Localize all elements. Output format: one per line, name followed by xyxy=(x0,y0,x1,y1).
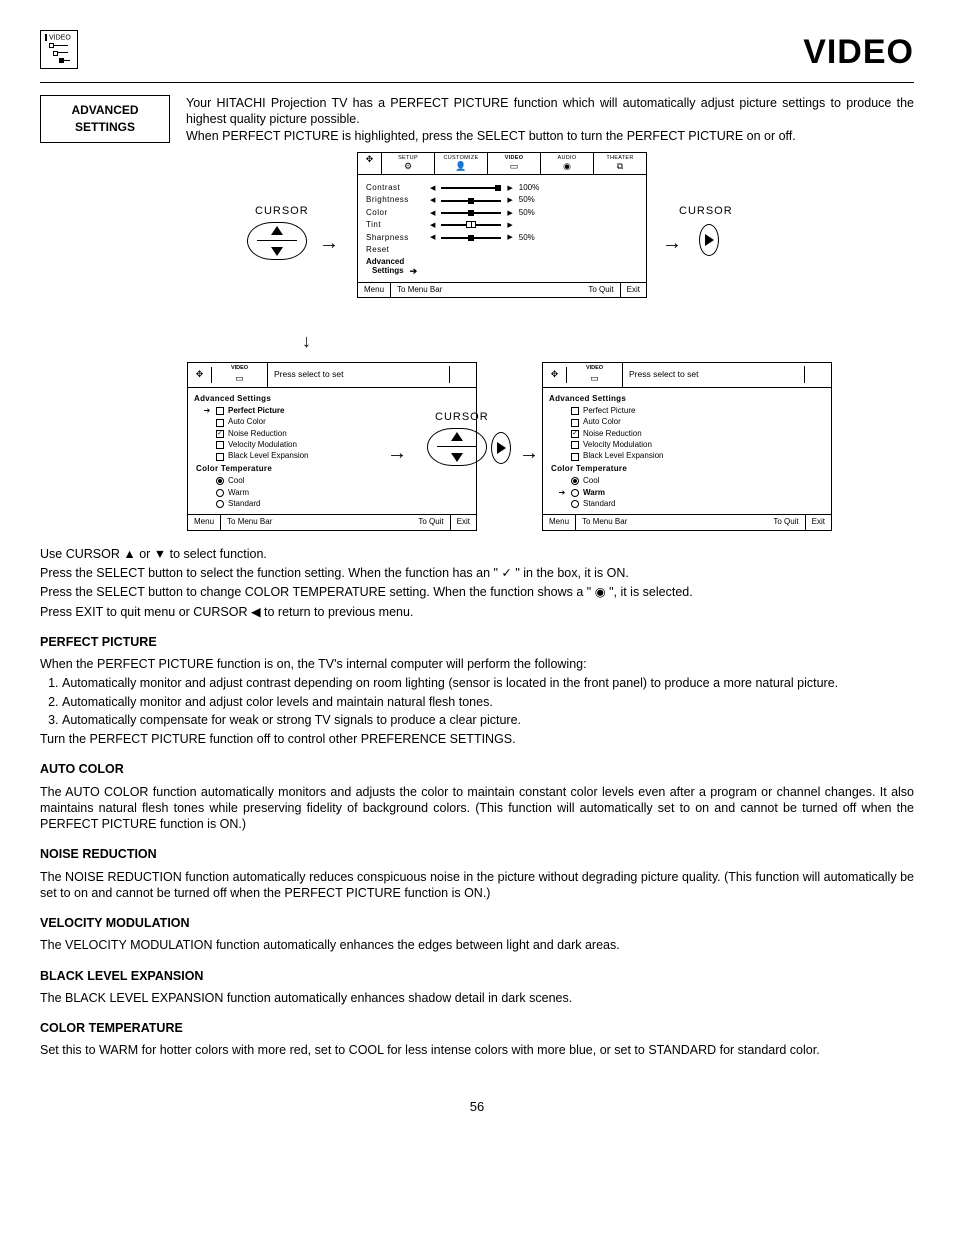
ct-standard-r: Standard xyxy=(557,499,825,509)
ct-warm-r: ➔Warm xyxy=(557,488,825,498)
section-black-level: The BLACK LEVEL EXPANSION function autom… xyxy=(40,990,914,1006)
instr-3: Press the SELECT button to change COLOR … xyxy=(40,584,914,600)
osd-tab-setup: SETUP⚙ xyxy=(382,153,435,174)
instruction-block: Use CURSOR ▲ or ▼ to select function. Pr… xyxy=(40,546,914,620)
foot-exit: Exit xyxy=(620,283,646,297)
sub-joy-l: ✥ xyxy=(188,367,212,383)
item-perfect-picture-r: Perfect Picture xyxy=(557,406,825,416)
item-perfect-picture-l: ➔Perfect Picture xyxy=(202,406,470,416)
sub-top-row-l: ✥ VIDEO▭ Press select to set xyxy=(188,363,476,388)
intro-p2: When PERFECT PICTURE is highlighted, pre… xyxy=(186,129,796,143)
osd-tab-customize: CUSTOMIZE👤 xyxy=(435,153,488,174)
slider-color: Color◀▶50% xyxy=(366,208,638,218)
arrow-down-1 xyxy=(302,330,311,353)
advanced-settings-box: ADVANCED SETTINGS xyxy=(40,95,170,143)
pp-intro: When the PERFECT PICTURE function is on,… xyxy=(40,656,914,672)
osd-area: ✥ SETUP⚙ CUSTOMIZE👤 VIDEO▭ AUDIO◉ THEATE… xyxy=(87,152,867,532)
intro-row: ADVANCED SETTINGS Your HITACHI Projectio… xyxy=(40,95,914,144)
osd-main-tabs: ✥ SETUP⚙ CUSTOMIZE👤 VIDEO▭ AUDIO◉ THEATE… xyxy=(358,153,646,175)
pp-li1: Automatically monitor and adjust contras… xyxy=(62,675,914,691)
item-velocity-r: Velocity Modulation xyxy=(557,440,825,450)
section-black-level-h: BLACK LEVEL EXPANSION xyxy=(40,968,914,984)
section-noise-reduction: The NOISE REDUCTION function automatical… xyxy=(40,869,914,902)
osd-tab-joy: ✥ xyxy=(358,153,382,174)
reset-row: Reset xyxy=(366,245,638,255)
slider-sharpness: Sharpness◀▶50% xyxy=(366,233,638,243)
cursor-label-left: CURSOR xyxy=(255,204,309,218)
ct-header-r: Color Temperature xyxy=(551,464,825,474)
cursor-btn-updown-mid[interactable] xyxy=(427,428,487,466)
cursor-label-mid: CURSOR xyxy=(435,410,489,424)
osd-main: ✥ SETUP⚙ CUSTOMIZE👤 VIDEO▭ AUDIO◉ THEATE… xyxy=(357,152,647,298)
item-noise-reduction-r: ✓Noise Reduction xyxy=(557,429,825,439)
sub-foot-r: Menu To Menu Bar To Quit Exit xyxy=(543,514,831,529)
osd-main-foot: Menu To Menu Bar To Quit Exit xyxy=(358,282,646,297)
adv-row2: Settings➔ xyxy=(366,266,638,278)
arrow-right-icon: ➔ xyxy=(410,266,418,278)
page-number: 56 xyxy=(40,1099,914,1116)
osd-main-body: Contrast◀▶100% Brightness◀▶50% Color◀▶50… xyxy=(358,175,646,281)
sub-video-tab-l: VIDEO▭ xyxy=(212,363,268,387)
slider-brightness: Brightness◀▶50% xyxy=(366,195,638,205)
sub-header-r: Advanced Settings xyxy=(549,394,825,404)
sub-header-l: Advanced Settings xyxy=(194,394,470,404)
sub-foot-l: Menu To Menu Bar To Quit Exit xyxy=(188,514,476,529)
header-row: VIDEO VIDEO xyxy=(40,30,914,74)
sub-press-r: Press select to set xyxy=(623,366,805,383)
cursor-btn-right[interactable] xyxy=(699,224,719,256)
cursor-btn-updown-left[interactable] xyxy=(247,222,307,260)
osd-tab-theater: THEATER⧉ xyxy=(594,153,646,174)
page-title: VIDEO xyxy=(803,30,914,74)
adv-box-line2: SETTINGS xyxy=(75,120,135,134)
section-noise-reduction-h: NOISE REDUCTION xyxy=(40,846,914,862)
pp-li2: Automatically monitor and adjust color l… xyxy=(62,694,914,710)
video-icon-label: VIDEO xyxy=(49,34,71,41)
item-auto-color-l: Auto Color xyxy=(202,417,470,427)
arrow-right-3 xyxy=(387,440,407,466)
foot-menu: Menu xyxy=(358,283,390,297)
osd-sub-right: ✥ VIDEO▭ Press select to set Advanced Se… xyxy=(542,362,832,531)
sub-video-tab-r: VIDEO▭ xyxy=(567,363,623,387)
section-auto-color-h: AUTO COLOR xyxy=(40,761,914,777)
pp-li3: Automatically compensate for weak or str… xyxy=(62,712,914,728)
page-rule xyxy=(40,82,914,83)
pp-out: Turn the PERFECT PICTURE function off to… xyxy=(40,731,914,747)
section-color-temperature-h: COLOR TEMPERATURE xyxy=(40,1020,914,1036)
section-perfect-picture-h: PERFECT PICTURE xyxy=(40,634,914,650)
sub-press-l: Press select to set xyxy=(268,366,450,383)
item-black-level-r: Black Level Expansion xyxy=(557,451,825,461)
foot-quit: To Quit xyxy=(582,283,619,297)
osd-tab-video: VIDEO▭ xyxy=(488,153,541,174)
video-icon-box: VIDEO xyxy=(40,30,78,69)
section-color-temperature: Set this to WARM for hotter colors with … xyxy=(40,1042,914,1058)
instr-2: Press the SELECT button to select the fu… xyxy=(40,565,914,581)
intro-p1: Your HITACHI Projection TV has a PERFECT… xyxy=(186,96,914,126)
arrow-right-2 xyxy=(662,230,682,256)
slider-contrast: Contrast◀▶100% xyxy=(366,183,638,193)
slider-tint: Tint◀▶ xyxy=(366,220,638,230)
instr-1: Use CURSOR ▲ or ▼ to select function. xyxy=(40,546,914,562)
section-velocity-modulation: The VELOCITY MODULATION function automat… xyxy=(40,937,914,953)
ct-cool-l: Cool xyxy=(202,476,470,486)
osd-tab-audio: AUDIO◉ xyxy=(541,153,594,174)
arrow-right-1 xyxy=(319,230,339,256)
adv-box-line1: ADVANCED xyxy=(71,103,138,117)
section-velocity-modulation-h: VELOCITY MODULATION xyxy=(40,915,914,931)
arrow-right-4 xyxy=(519,440,539,466)
instr-4: Press EXIT to quit menu or CURSOR ◀ to r… xyxy=(40,604,914,620)
section-auto-color: The AUTO COLOR function automatically mo… xyxy=(40,784,914,833)
section-perfect-picture: When the PERFECT PICTURE function is on,… xyxy=(40,656,914,747)
ct-cool-r: Cool xyxy=(557,476,825,486)
cursor-btn-right-mid[interactable] xyxy=(491,432,511,464)
sub-top-row-r: ✥ VIDEO▭ Press select to set xyxy=(543,363,831,388)
item-auto-color-r: Auto Color xyxy=(557,417,825,427)
ct-warm-l: Warm xyxy=(202,488,470,498)
cursor-label-right: CURSOR xyxy=(679,204,733,218)
sub-joy-r: ✥ xyxy=(543,367,567,383)
ct-standard-l: Standard xyxy=(202,499,470,509)
foot-bar: To Menu Bar xyxy=(390,283,448,297)
intro-text: Your HITACHI Projection TV has a PERFECT… xyxy=(186,95,914,144)
sub-body-r: Advanced Settings Perfect Picture Auto C… xyxy=(543,388,831,515)
